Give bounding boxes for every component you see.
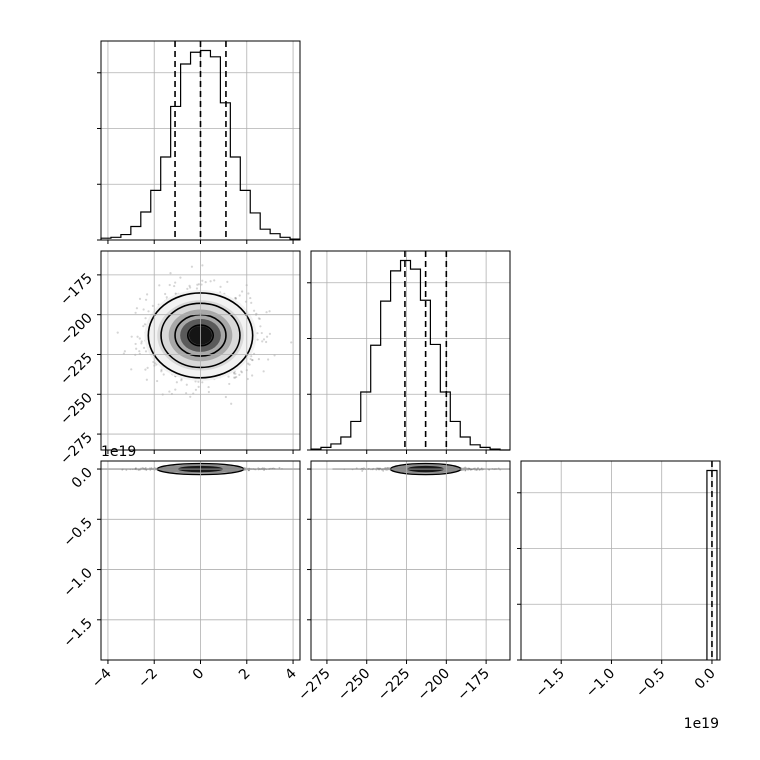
y-tick-label: −175 xyxy=(57,270,96,309)
x-tick-label: −2 xyxy=(135,666,161,692)
x-tick-label: −1.5 xyxy=(533,666,568,701)
offset-label-x-col2: 1e19 xyxy=(684,716,719,732)
x-tick-label: −1.0 xyxy=(583,666,618,701)
x-tick-label: 0.0 xyxy=(692,666,719,693)
x-tick-label: −4 xyxy=(89,665,115,691)
y-tick-label: −1.0 xyxy=(60,565,95,600)
y-tick-label: −1.5 xyxy=(60,615,95,650)
y-tick-label: −0.5 xyxy=(60,515,95,550)
x-tick-label: 4 xyxy=(282,665,300,683)
histogram-p1 xyxy=(310,259,510,451)
x-tick-label: −175 xyxy=(454,666,493,705)
x-tick-label: −0.5 xyxy=(633,666,668,701)
axes-frame xyxy=(310,460,511,661)
y-tick-label: −250 xyxy=(57,390,96,429)
x-tick-label: −250 xyxy=(335,666,374,705)
axes-frame xyxy=(310,250,511,451)
x-tick-label: −275 xyxy=(295,666,334,705)
marks-layer xyxy=(100,41,718,660)
axes-frame xyxy=(520,460,721,661)
offset-label-y-row2: 1e19 xyxy=(101,444,136,460)
y-tick-label: 0.0 xyxy=(69,465,96,492)
x-tick-label: −200 xyxy=(415,666,454,705)
x-tick-label: −225 xyxy=(375,666,414,705)
histogram-p2 xyxy=(706,469,718,660)
density-p0-p1 xyxy=(116,264,293,405)
x-tick-label: 2 xyxy=(236,666,254,684)
y-tick-label: −225 xyxy=(57,350,96,389)
x-tick-label: 0 xyxy=(190,666,208,684)
y-tick-label: −275 xyxy=(57,430,96,469)
grid-layer xyxy=(101,41,720,661)
density-images-layer xyxy=(101,264,510,476)
y-tick-label: −200 xyxy=(57,310,96,349)
